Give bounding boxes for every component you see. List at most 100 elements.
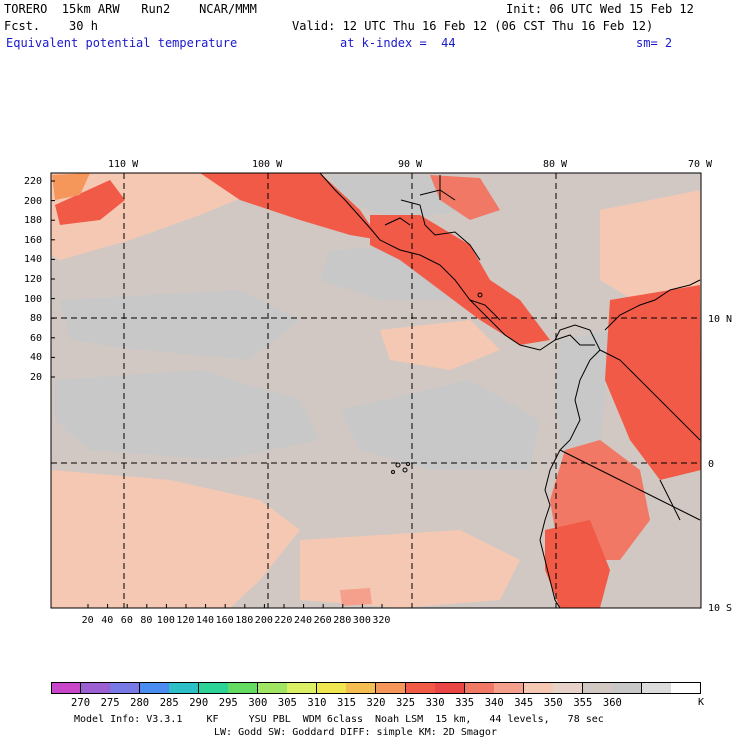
warm-patch <box>51 470 300 608</box>
colorbar-swatch <box>287 682 318 694</box>
y-tick-label: 40 <box>30 352 43 364</box>
colorbar-swatch <box>641 682 672 694</box>
coastlines <box>319 173 701 608</box>
colorbar-label: 315 <box>336 697 356 709</box>
y-tick-label: 100 <box>24 293 43 305</box>
colorbar-swatch <box>257 682 288 694</box>
colorbar-label: 345 <box>514 697 534 709</box>
colorbar-label: 335 <box>455 697 475 709</box>
colorbar-swatch <box>553 682 584 694</box>
graticule <box>51 173 701 608</box>
y-tick-label: 160 <box>24 234 43 246</box>
lat-label-0: 0 <box>708 459 715 470</box>
gray-patch <box>60 290 300 360</box>
warm-patch <box>300 530 520 608</box>
colorbar-label: 295 <box>218 697 238 709</box>
y-tick-label: 120 <box>24 274 43 285</box>
x-tick-label: 140 <box>196 615 215 626</box>
x-tick-label: 280 <box>333 615 352 626</box>
colorbar-swatch <box>612 682 643 694</box>
hot-region <box>605 285 701 480</box>
lon-label-100w: 100 W <box>252 159 283 170</box>
x-tick-label: 240 <box>294 615 313 626</box>
colorbar-swatch <box>582 682 613 694</box>
x-tick-label: 60 <box>120 615 133 626</box>
colorbar-swatch <box>405 682 436 694</box>
colorbar-swatch <box>671 682 702 694</box>
lon-label-80w: 80 W <box>543 159 568 170</box>
colorbar-swatch <box>346 682 377 694</box>
colorbar-label: 290 <box>189 697 209 709</box>
x-tick-label: 80 <box>140 615 153 626</box>
colorbar-swatch <box>494 682 525 694</box>
axis-ticks <box>51 180 383 608</box>
colorbar-swatch <box>80 682 111 694</box>
colorbar-label: 355 <box>573 697 593 709</box>
smoothing-label: sm= 2 <box>636 36 673 50</box>
x-tick-label: 160 <box>215 615 234 626</box>
colorbar-label: 310 <box>307 697 327 709</box>
x-tick-label: 300 <box>352 615 371 626</box>
colorbar-label: 270 <box>71 697 91 709</box>
lat-label-10n: 10 N <box>708 314 733 325</box>
x-tick-label: 120 <box>176 615 195 626</box>
x-tick-label: 200 <box>254 615 273 626</box>
colorbar-swatch <box>435 682 466 694</box>
colorbar-label: 330 <box>425 697 445 709</box>
y-tick-label: 80 <box>30 313 43 325</box>
y-tick-label: 60 <box>30 332 43 344</box>
hot-region <box>340 588 372 606</box>
x-tick-label: 20 <box>81 615 94 626</box>
colorbar-swatch <box>228 682 259 694</box>
x-tick-label: 320 <box>372 615 391 626</box>
hot-region <box>370 215 550 345</box>
colorbar-label: 360 <box>602 697 622 709</box>
valid-time: Valid: 12 UTC Thu 16 Feb 12 (06 CST Thu … <box>292 19 654 33</box>
warm-patch <box>600 190 701 310</box>
colorbar-label: 350 <box>543 697 563 709</box>
colorbar-swatch <box>316 682 347 694</box>
y-tick-label: 220 <box>24 176 43 187</box>
colorbar-swatch <box>523 682 554 694</box>
x-tick-label: 180 <box>235 615 254 626</box>
gray-patch <box>55 370 320 460</box>
forecast-hour: Fcst. 30 h <box>4 19 98 33</box>
hot-region <box>52 173 90 200</box>
x-tick-label: 260 <box>313 615 332 626</box>
vertical-level: at k-index = 44 <box>340 36 456 50</box>
map-frame <box>50 172 702 609</box>
x-tick-label: 220 <box>274 615 293 626</box>
init-time: Init: 06 UTC Wed 15 Feb 12 <box>506 2 694 16</box>
x-tick-label: 100 <box>156 615 175 626</box>
colorbar-label: 325 <box>396 697 416 709</box>
physics-info: LW: Godd SW: Goddard DIFF: simple KM: 2D… <box>214 727 497 738</box>
gray-patch <box>555 330 610 470</box>
gray-patch <box>340 380 540 470</box>
hot-region <box>430 175 500 220</box>
hot-region <box>545 520 610 608</box>
y-tick-label: 200 <box>24 195 43 207</box>
model-run-title: TORERO 15km ARW Run2 NCAR/MMM <box>4 2 257 16</box>
colorbar-label: 320 <box>366 697 386 709</box>
colorbar-swatch <box>464 682 495 694</box>
colorbar-label: 285 <box>159 697 179 709</box>
lon-label-90w: 90 W <box>398 159 423 170</box>
lat-label-10s: 10 S <box>708 603 733 614</box>
colorbar-swatch <box>376 682 407 694</box>
y-tick-label: 140 <box>24 254 43 266</box>
colorbar-swatch <box>51 682 82 694</box>
colorbar-unit: K <box>698 697 705 708</box>
colorbar-swatch <box>139 682 170 694</box>
hot-region <box>55 180 125 225</box>
y-tick-label: 180 <box>24 215 43 227</box>
model-info: Model Info: V3.3.1 KF YSU PBL WDM 6class… <box>74 714 604 725</box>
colorbar-swatch <box>198 682 229 694</box>
x-tick-label: 40 <box>101 615 114 626</box>
colorbar-swatch <box>169 682 200 694</box>
colorbar-label: 340 <box>484 697 504 709</box>
colorbar-label: 280 <box>130 697 150 709</box>
lon-label-70w: 70 W <box>688 159 713 170</box>
y-tick-label: 20 <box>30 372 43 383</box>
lon-label-110w: 110 W <box>108 159 139 170</box>
